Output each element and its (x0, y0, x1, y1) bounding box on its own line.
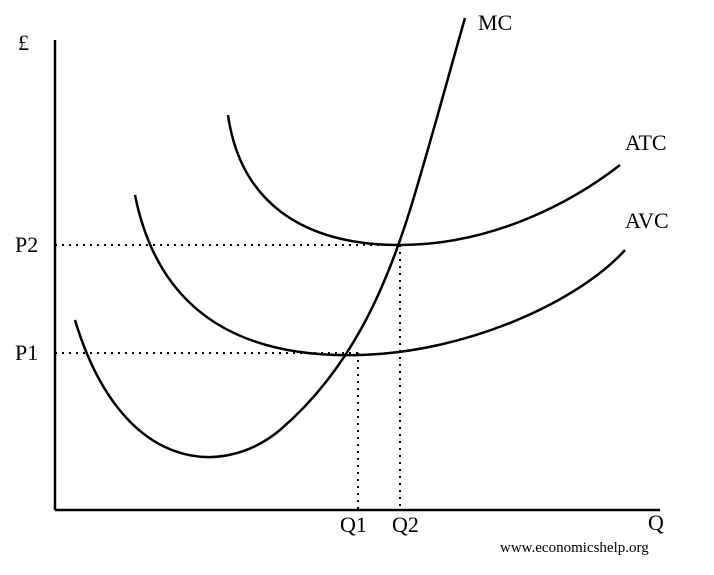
atc-curve (228, 115, 620, 245)
mc-label: MC (478, 10, 512, 35)
y-axis-label: £ (18, 30, 29, 55)
q2-label: Q2 (392, 512, 419, 537)
avc-curve (135, 195, 625, 355)
credit-text: www.economicshelp.org (500, 540, 649, 556)
cost-curves-chart: £ Q MC ATC AVC P2 P1 Q1 Q2 www.economics… (0, 0, 714, 575)
q1-label: Q1 (340, 512, 367, 537)
chart-svg: £ Q MC ATC AVC P2 P1 Q1 Q2 www.economics… (0, 0, 714, 575)
atc-label: ATC (625, 130, 667, 155)
x-axis-label: Q (648, 510, 664, 535)
avc-label: AVC (625, 208, 669, 233)
p2-label: P2 (15, 232, 38, 257)
p1-label: P1 (15, 340, 38, 365)
mc-curve (75, 18, 465, 457)
